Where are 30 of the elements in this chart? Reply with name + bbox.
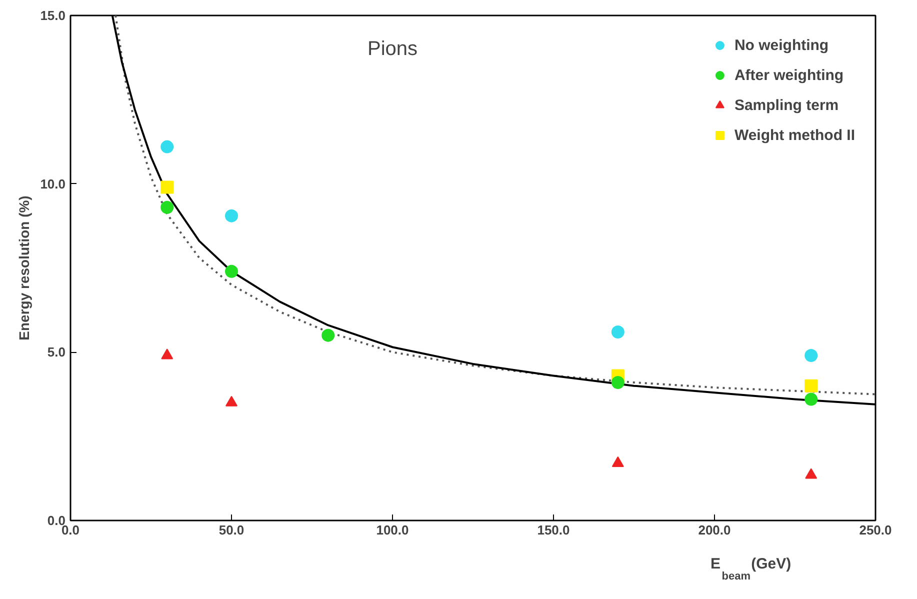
y-tick-label: 15.0 [40, 8, 66, 23]
y-tick-label: 10.0 [40, 176, 66, 192]
y-tick-label: 5.0 [47, 344, 66, 360]
point [611, 325, 624, 338]
point [160, 200, 174, 214]
legend-label: Sampling term [734, 96, 839, 114]
point [804, 379, 818, 392]
y-axis-title: Energy resolution (%) [16, 196, 32, 340]
x-tick-label: 150.0 [537, 522, 570, 538]
point [322, 328, 335, 342]
point [226, 396, 238, 406]
legend-label: Weight method II [734, 126, 855, 144]
point [160, 140, 174, 154]
legend-label: No weighting [734, 36, 829, 54]
x-tick-label: 250.0 [859, 522, 892, 538]
point [225, 264, 238, 278]
x-axis-title: Ebeam (GeV) [710, 556, 792, 582]
x-tick-label: 200.0 [698, 522, 731, 538]
point [805, 468, 818, 479]
point [804, 392, 818, 406]
point [225, 209, 238, 222]
x-tick-label: 50.0 [218, 522, 244, 538]
text: Pions [367, 38, 418, 60]
x-tick-label: 100.0 [376, 522, 409, 538]
legend-label: After weighting [734, 66, 844, 84]
point [804, 349, 818, 362]
point [161, 348, 174, 360]
point [611, 376, 624, 389]
point [612, 456, 624, 467]
point [160, 180, 174, 194]
